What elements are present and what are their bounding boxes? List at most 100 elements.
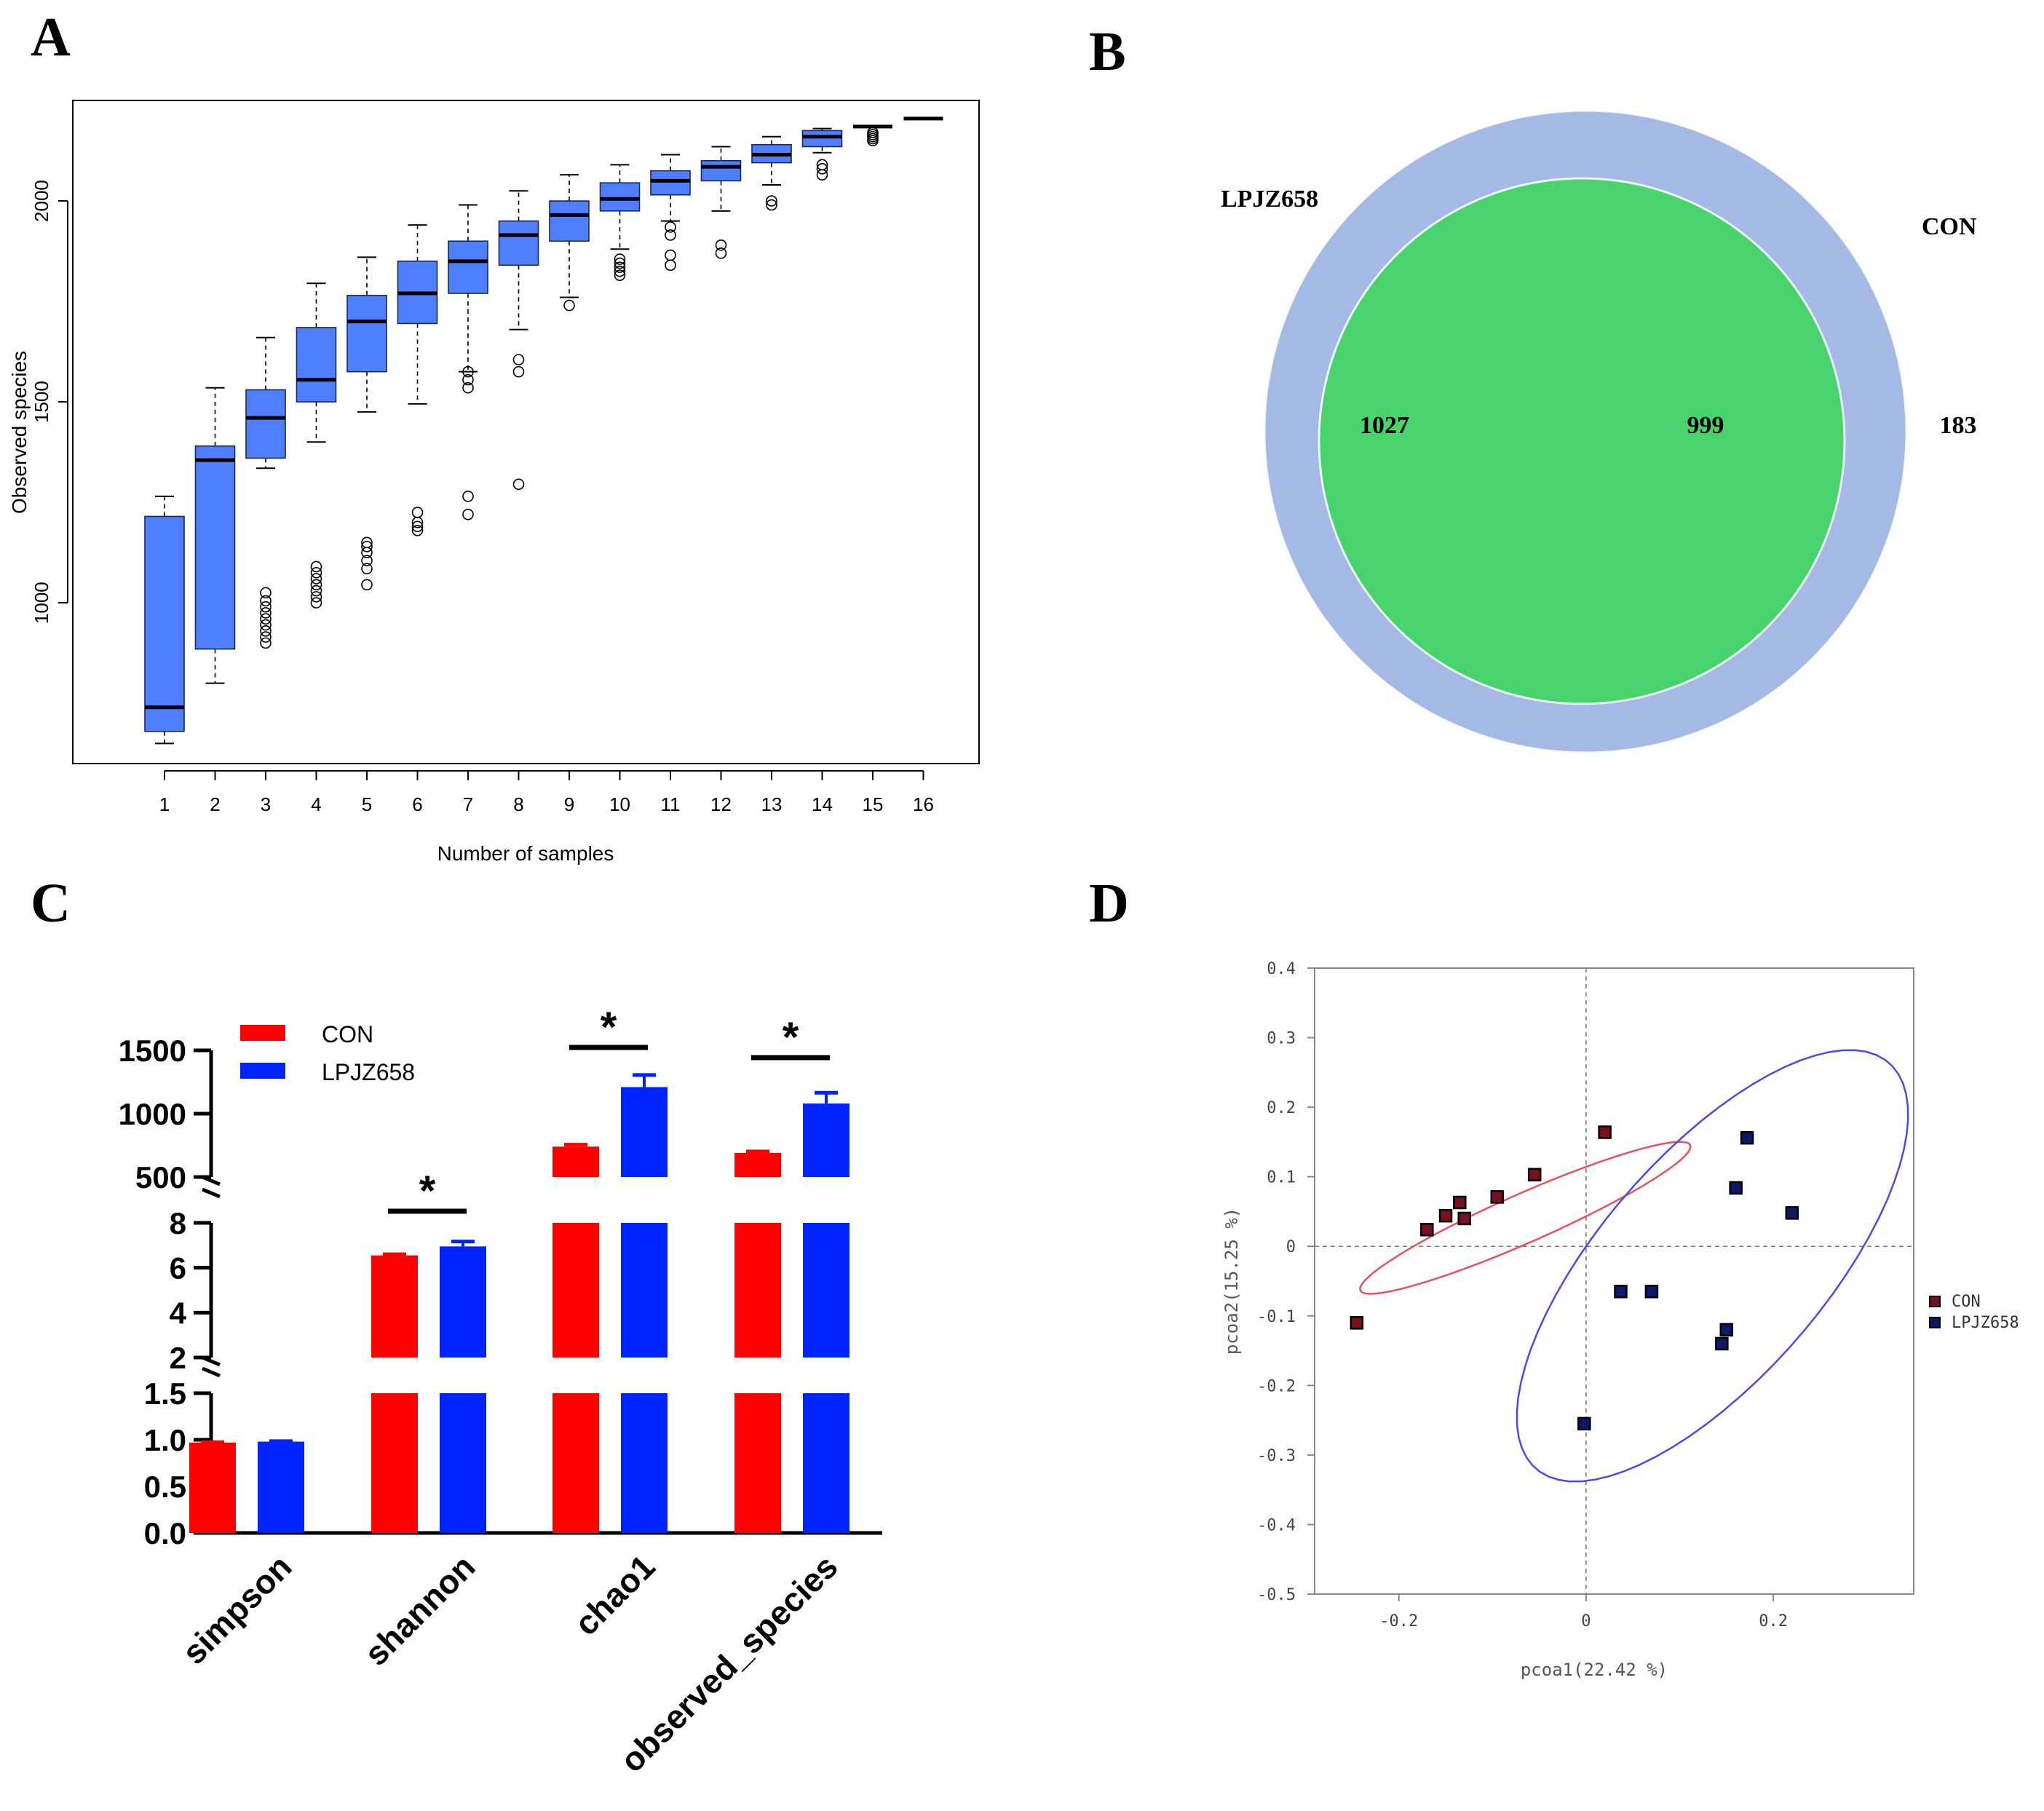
- box-body: [144, 515, 185, 732]
- venn-value-lpjz658-only: 1027: [1360, 412, 1409, 439]
- boxplot-x-tick-label: 14: [812, 793, 833, 815]
- box-sample-5: [346, 256, 387, 591]
- pcoa-point-con: [1457, 1211, 1471, 1226]
- box-outlier: [462, 373, 474, 386]
- bar-segment: [258, 1441, 304, 1533]
- boxplot-frame: [72, 100, 980, 764]
- box-body: [549, 200, 590, 242]
- box-outlier: [310, 597, 322, 609]
- legend-label-lpjz658: LPJZ658: [322, 1059, 415, 1085]
- bar-segment: [440, 1246, 486, 1358]
- boxplot-y-title: Observed species: [8, 351, 31, 514]
- pcoa-y-tick-label: -0.1: [1257, 1308, 1296, 1326]
- venn-label-lpjz658: LPJZ658: [1221, 186, 1318, 213]
- bar-segment: [552, 1146, 599, 1177]
- alpha-bar-panel: 0.0 0.5 1.0 1.52 4 6 8 500 1000 1500 * * * simpson s…: [119, 1004, 882, 1780]
- box-outlier: [260, 631, 272, 643]
- bar-segment: [621, 1087, 668, 1177]
- pcoa-point-con: [1527, 1168, 1542, 1182]
- bar-con-chao1: [552, 1143, 599, 1533]
- box-outlier: [665, 259, 676, 272]
- pcoa-point-con: [1598, 1125, 1612, 1139]
- box-body: [498, 220, 539, 266]
- box-outlier: [462, 508, 474, 520]
- box-sample-10: [599, 164, 641, 281]
- pcoa-points: [1350, 1125, 1799, 1431]
- bar-con-shannon: [371, 1252, 418, 1533]
- box-outlier: [816, 159, 828, 171]
- bar-lpjz658-chao1: [621, 1073, 668, 1533]
- box-body: [194, 445, 236, 650]
- box-outlier: [361, 541, 373, 552]
- significance-star: *: [419, 1168, 436, 1215]
- pcoa-panel: 0.4 0.3 0.2 0.1 0 -0.1 -0.2 -0.3 -0.4 -0.5 -0.2 0 0.…: [1221, 960, 2019, 1680]
- boxplot-y-tick-label: 1000: [31, 582, 52, 624]
- alpha-axis-tick-label: 1.5: [144, 1376, 186, 1411]
- box-outlier: [310, 579, 322, 591]
- box-outlier: [715, 239, 727, 251]
- box-sample-6: [397, 224, 438, 536]
- pcoa-point-lpjz658: [1785, 1206, 1799, 1220]
- boxplot-x-tick-label: 5: [362, 793, 372, 815]
- panel-label-a: A: [31, 7, 71, 68]
- legend-swatch-lpjz658: [240, 1063, 285, 1079]
- box-outlier: [361, 547, 373, 558]
- pcoa-point-con: [1350, 1316, 1364, 1330]
- box-body: [599, 182, 641, 212]
- venn-label-con: CON: [1922, 213, 1977, 240]
- pcoa-y-tick-label: 0.4: [1267, 960, 1296, 978]
- boxplot-y-axis: 1000 1500 2000: [31, 180, 68, 624]
- venn-value-overlap: 999: [1687, 412, 1724, 439]
- alpha-axis-tick-label: 1000: [119, 1097, 186, 1131]
- box-outlier: [462, 365, 474, 378]
- bar-con-observed_species: [734, 1149, 781, 1533]
- boxplot-x-tick-label: 2: [210, 793, 220, 815]
- box-outlier: [665, 249, 676, 261]
- box-outlier: [411, 520, 424, 533]
- box-sample-15: [853, 124, 892, 147]
- box-sample-13: [751, 135, 792, 211]
- box-outlier: [361, 555, 373, 566]
- pcoa-ellipse-con: [1359, 1141, 1692, 1295]
- alpha-axis-tick-label: 8: [170, 1206, 186, 1240]
- box-body: [650, 170, 691, 196]
- pcoa-point-lpjz658: [1729, 1181, 1743, 1195]
- box-outlier: [260, 587, 272, 599]
- bar-segment: [371, 1393, 418, 1533]
- bar-lpjz658-shannon: [440, 1240, 486, 1533]
- pcoa-y-tick-label: -0.2: [1257, 1377, 1296, 1395]
- bar-segment: [621, 1393, 668, 1533]
- pcoa-point-con: [1438, 1208, 1453, 1223]
- box-outlier: [260, 601, 272, 613]
- alpha-axis-tick-label: 0.0: [144, 1516, 186, 1550]
- box-outlier: [816, 169, 828, 181]
- alpha-axis-tick-label: 2: [170, 1341, 186, 1375]
- alpha-axis-break-mark: [202, 1355, 221, 1367]
- box-outlier: [715, 247, 727, 259]
- boxplot-x-tick-label: 13: [761, 793, 783, 815]
- pcoa-point-con: [1420, 1223, 1434, 1237]
- box-outlier: [665, 221, 676, 233]
- bar-segment: [552, 1223, 599, 1358]
- box-outlier: [766, 195, 777, 207]
- venn-panel: LPJZ658 CON 1027 999 183: [1221, 109, 1977, 754]
- box-outlier: [361, 579, 373, 591]
- boxplot-x-tick-label: 9: [564, 793, 574, 815]
- pcoa-x-tick-label: 0: [1581, 1612, 1591, 1630]
- pcoa-point-con: [1453, 1195, 1467, 1210]
- boxplot-x-tick-label: 4: [311, 793, 321, 815]
- alpha-axis-tick-label: 4: [170, 1296, 187, 1330]
- alpha-axis: 0.0 0.5 1.0 1.52 4 6 8 500 1000 1500: [119, 1034, 882, 1550]
- box-outlier: [310, 591, 322, 603]
- box-outlier: [411, 507, 424, 518]
- box-outlier: [260, 607, 272, 619]
- pcoa-point-lpjz658: [1577, 1416, 1591, 1431]
- pcoa-x-tick-label: 0.2: [1759, 1612, 1788, 1630]
- box-outlier: [310, 560, 322, 573]
- bar-segment: [552, 1393, 599, 1533]
- panel-label-d: D: [1089, 873, 1129, 934]
- box-outlier: [512, 365, 525, 378]
- box-body: [448, 240, 488, 294]
